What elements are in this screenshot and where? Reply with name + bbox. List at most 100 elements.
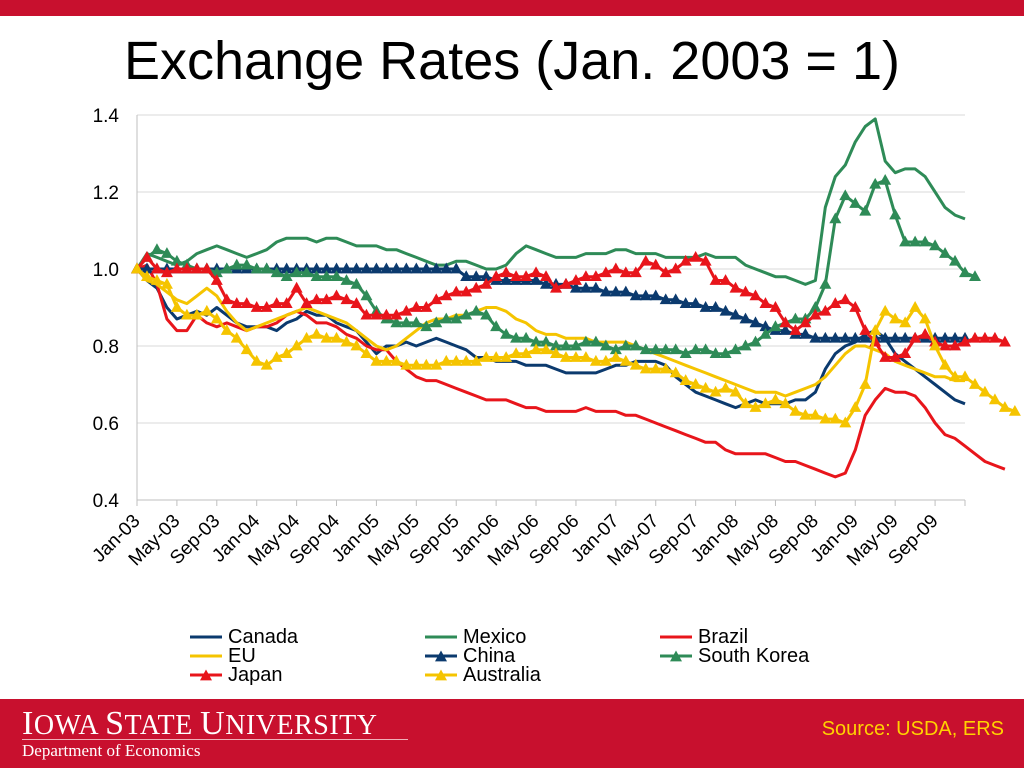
point-south-korea <box>739 339 752 351</box>
point-south-korea <box>959 266 971 278</box>
point-japan <box>330 289 343 301</box>
point-south-korea <box>160 247 173 258</box>
point-south-korea <box>849 197 862 208</box>
point-south-korea <box>390 316 403 328</box>
legend-label-mexico: Mexico <box>463 626 527 648</box>
point-south-korea <box>719 347 732 359</box>
point-china <box>360 262 373 274</box>
point-south-korea <box>729 343 742 355</box>
legend-swatch-canada <box>190 635 222 639</box>
point-japan <box>270 297 283 308</box>
point-south-korea <box>879 173 892 185</box>
point-australia <box>769 393 782 405</box>
series-line-mexico <box>135 117 966 286</box>
point-japan <box>140 250 153 262</box>
legend-swatch-japan <box>190 669 222 681</box>
point-china <box>470 270 483 282</box>
point-japan <box>859 324 872 335</box>
point-china <box>879 331 892 343</box>
point-australia <box>270 351 283 362</box>
point-australia <box>899 316 912 328</box>
point-australia <box>919 312 932 324</box>
point-japan <box>200 262 213 274</box>
point-japan <box>968 331 981 343</box>
point-south-korea <box>150 243 163 255</box>
point-japan <box>220 293 233 305</box>
point-china <box>669 293 682 305</box>
wordmark-divider <box>22 739 408 740</box>
point-china <box>390 262 403 274</box>
point-japan <box>170 262 183 274</box>
point-china <box>500 274 513 285</box>
point-south-korea <box>619 339 632 351</box>
point-china <box>440 262 453 274</box>
exchange-rate-line-chart: 1.41.21.00.80.60.4Jan-03May-03Sep-03Jan-… <box>89 106 1021 570</box>
point-japan <box>150 262 163 274</box>
point-japan <box>569 274 582 285</box>
point-japan <box>988 331 1001 343</box>
point-south-korea <box>709 347 722 359</box>
point-japan <box>769 301 782 312</box>
point-south-korea <box>639 343 652 355</box>
point-australia <box>799 408 812 420</box>
point-australia <box>131 262 143 274</box>
point-south-korea <box>290 266 303 278</box>
point-china <box>729 308 742 320</box>
point-australia <box>260 358 273 370</box>
point-australia <box>390 354 403 366</box>
point-japan <box>949 339 962 351</box>
point-australia <box>968 378 981 389</box>
point-china <box>699 301 712 312</box>
point-south-korea <box>609 343 622 355</box>
point-japan <box>978 331 991 343</box>
point-china <box>939 331 952 343</box>
point-australia <box>879 304 892 316</box>
point-australia <box>490 351 503 362</box>
point-china <box>410 262 423 274</box>
legend-marker <box>200 669 212 681</box>
slide-title: Exchange Rates (Jan. 2003 = 1) <box>124 31 900 91</box>
point-australia <box>400 358 413 370</box>
point-australia <box>190 308 203 320</box>
point-south-korea <box>470 304 483 316</box>
point-japan <box>699 254 712 266</box>
point-japan <box>849 301 862 312</box>
point-australia <box>739 397 752 409</box>
point-china <box>619 285 632 297</box>
point-australia <box>360 347 373 359</box>
point-south-korea <box>899 235 912 247</box>
point-south-korea <box>520 331 533 343</box>
point-australia <box>370 354 383 366</box>
point-south-korea <box>909 235 922 247</box>
point-japan <box>190 262 203 274</box>
point-china <box>530 274 543 285</box>
point-australia <box>250 354 263 366</box>
point-china <box>889 331 902 343</box>
point-japan <box>430 293 443 305</box>
point-china <box>579 281 592 293</box>
point-china <box>599 285 612 297</box>
point-australia <box>450 354 463 366</box>
point-australia <box>719 381 732 393</box>
point-china <box>689 297 702 308</box>
point-south-korea <box>400 316 413 328</box>
point-australia <box>729 385 742 397</box>
point-australia <box>939 358 952 370</box>
legend-label-australia: Australia <box>463 664 541 686</box>
point-south-korea <box>829 212 842 224</box>
legend-swatch-south-korea <box>660 650 692 662</box>
point-japan <box>719 274 732 285</box>
point-japan <box>180 262 193 274</box>
point-australia <box>978 385 991 397</box>
point-australia <box>689 378 702 389</box>
point-japan <box>779 316 792 328</box>
point-australia <box>959 370 971 382</box>
point-japan <box>520 270 533 282</box>
point-australia <box>310 327 323 339</box>
point-china <box>659 293 672 305</box>
point-japan <box>340 293 353 305</box>
point-china <box>829 331 842 343</box>
point-china <box>949 331 962 343</box>
point-south-korea <box>629 339 642 351</box>
point-south-korea <box>859 204 872 216</box>
